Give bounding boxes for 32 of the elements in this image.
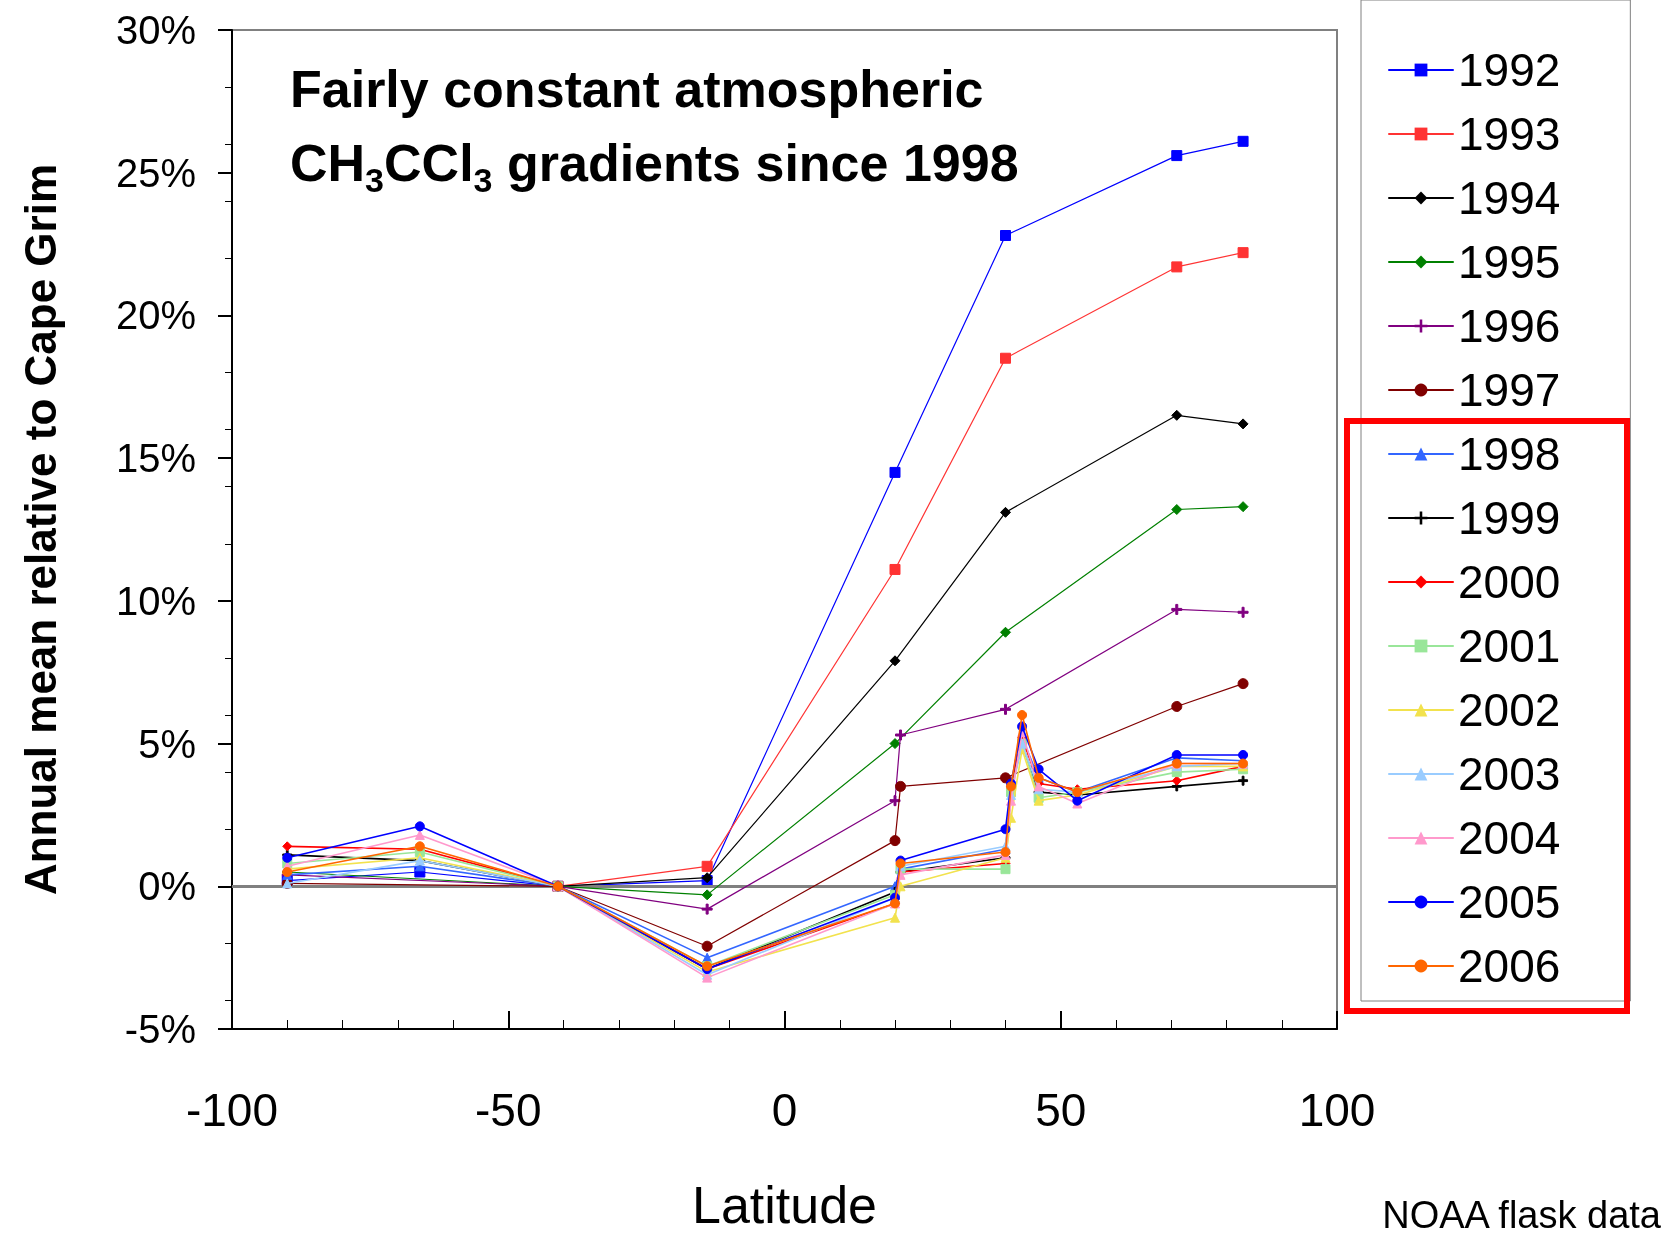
y-tick-label: 30%: [115, 8, 196, 52]
x-tick-label: -50: [475, 1084, 542, 1136]
legend-label: 2003: [1458, 748, 1561, 800]
legend-label: 1993: [1458, 108, 1561, 160]
x-tick-label: 0: [771, 1084, 798, 1136]
legend-label: 1998: [1458, 428, 1561, 480]
y-tick-label: 25%: [115, 150, 196, 195]
x-axis-title: Latitude: [691, 1176, 878, 1234]
legend-label: 1996: [1458, 300, 1561, 352]
text: Fairly constant atmospheric CH$_{3}$CCl$_{3}$ gradients since 1998: [290, 59, 1020, 202]
y-tick-label: 15%: [115, 436, 196, 481]
y-tick-label: -5%: [124, 1007, 196, 1051]
y-tick-label: 20%: [115, 293, 196, 338]
x-tick-label: -100: [185, 1084, 279, 1136]
y-tick-label: 10%: [115, 578, 196, 623]
x-tick-label: 100: [1298, 1084, 1376, 1136]
y-tick-label: 5%: [138, 721, 196, 766]
legend-label: 2006: [1458, 940, 1561, 992]
legend-label: 2005: [1458, 876, 1561, 928]
legend-label: 1994: [1458, 172, 1561, 224]
legend-label: 1995: [1458, 236, 1561, 288]
legend-label: 2000: [1458, 556, 1561, 608]
text: NOAA flask data: [1382, 1194, 1661, 1237]
y-axis-title: Annual mean relative to Cape Grim: [15, 163, 65, 896]
legend-label: 1999: [1458, 492, 1561, 544]
legend-label: 1992: [1458, 44, 1561, 96]
legend-label: 2002: [1458, 684, 1561, 736]
legend-label: 2004: [1458, 812, 1561, 864]
y-tick-label: 0%: [138, 864, 196, 909]
legend-label: 2001: [1458, 620, 1561, 672]
x-tick-label: 50: [1035, 1084, 1087, 1136]
legend-label: 1997: [1458, 364, 1561, 416]
